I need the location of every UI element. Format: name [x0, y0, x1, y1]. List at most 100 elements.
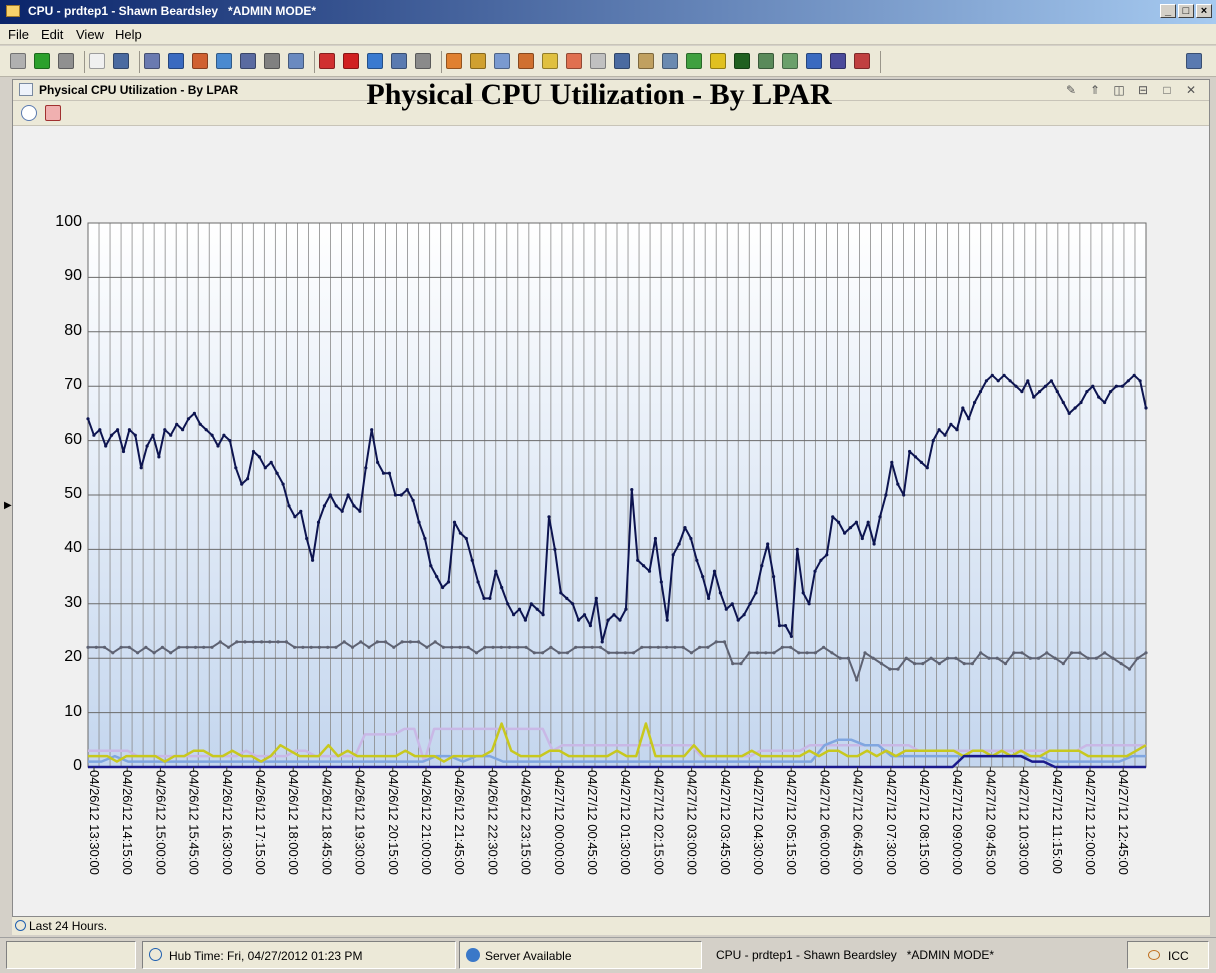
close-button[interactable]: ×: [1196, 4, 1212, 18]
close-icon[interactable]: ✕: [1185, 83, 1197, 97]
save-icon[interactable]: [113, 53, 129, 69]
toolbar-separator: [84, 51, 85, 73]
area-chart-icon[interactable]: [518, 53, 534, 69]
record-icon[interactable]: [343, 53, 359, 69]
gauge-icon[interactable]: [542, 53, 558, 69]
graph-icon[interactable]: [782, 53, 798, 69]
edit-icon[interactable]: [168, 53, 184, 69]
heatmap-icon[interactable]: [566, 53, 582, 69]
x-tick-label: 04/27/12 10:30:00: [1016, 770, 1032, 875]
restore-icon[interactable]: □: [1163, 83, 1171, 97]
event-icon[interactable]: [710, 53, 726, 69]
browser-icon[interactable]: [216, 53, 232, 69]
clock-icon: [149, 948, 162, 961]
pie-chart-icon[interactable]: [446, 53, 462, 69]
x-tick-label: 04/27/12 12:00:00: [1083, 770, 1098, 875]
bar-chart-icon[interactable]: [470, 53, 486, 69]
x-tick-label: 04/26/12 14:15:00: [120, 770, 136, 875]
x-tick-label: 04/27/12 06:00:00: [817, 770, 833, 875]
clock-icon: [15, 920, 26, 931]
chart-properties-icon[interactable]: [45, 105, 61, 121]
x-tick-label: 04/26/12 18:00:00: [286, 770, 302, 875]
split-horizontal-icon[interactable]: ⊟: [1137, 83, 1149, 97]
situation-icon[interactable]: [854, 53, 870, 69]
topology-icon[interactable]: [758, 53, 774, 69]
workspace-status-label: CPU - prdtep1 - Shawn Beardsley *ADMIN M…: [716, 948, 995, 962]
copy-icon[interactable]: [288, 53, 304, 69]
workspace-icon[interactable]: [1186, 53, 1202, 69]
folder-icon: [6, 5, 20, 17]
x-tick-label: 04/27/12 11:15:00: [1049, 770, 1065, 874]
status-blank: [6, 941, 136, 969]
y-tick-label: 60: [64, 430, 82, 448]
message-log-icon[interactable]: [638, 53, 654, 69]
user-label: ICC: [1168, 949, 1189, 963]
user-icon[interactable]: [240, 53, 256, 69]
menu-view[interactable]: View: [76, 27, 104, 42]
timespan-label[interactable]: Last 24 Hours.: [29, 919, 108, 933]
monitor-icon[interactable]: [830, 53, 846, 69]
y-tick-label: 100: [55, 213, 82, 230]
y-tick-label: 40: [64, 539, 82, 557]
image-icon[interactable]: [686, 53, 702, 69]
menu-edit[interactable]: Edit: [41, 27, 64, 42]
back-arrow-icon[interactable]: [34, 53, 50, 69]
home-icon[interactable]: [10, 53, 26, 69]
x-tick-label: 04/27/12 09:45:00: [983, 770, 999, 875]
y-tick-label: 50: [64, 485, 82, 502]
toolbar-separator: [314, 51, 315, 73]
menu-bar: File Edit View Help: [0, 24, 1216, 45]
forward-arrow-icon[interactable]: [58, 53, 74, 69]
status-bar: Hub Time: Fri, 04/27/2012 01:23 PM Serve…: [0, 937, 1216, 973]
user-icon: [1148, 950, 1160, 960]
refresh-icon[interactable]: [367, 53, 383, 69]
edit-situation-icon[interactable]: [662, 53, 678, 69]
x-tick-label: 04/26/12 19:30:00: [352, 770, 368, 875]
toolbar-separator: [139, 51, 140, 73]
panel-title: Physical CPU Utilization - By LPAR: [39, 83, 239, 97]
y-tick-label: 80: [64, 321, 82, 339]
plot-chart-icon[interactable]: [494, 53, 510, 69]
pause-icon[interactable]: [319, 53, 335, 69]
terminal-view-icon[interactable]: [734, 53, 750, 69]
x-tick-label: 04/26/12 17:15:00: [253, 770, 268, 875]
window-title: CPU - prdtep1 - Shawn Beardsley *ADMIN M…: [28, 4, 317, 18]
y-tick-label: 10: [64, 702, 82, 720]
properties-icon[interactable]: [144, 53, 160, 69]
x-tick-label: 04/26/12 16:30:00: [219, 770, 235, 875]
expand-left-icon[interactable]: ▶: [4, 500, 12, 511]
tree-icon[interactable]: [806, 53, 822, 69]
x-tick-label: 04/27/12 07:30:00: [883, 770, 899, 875]
x-tick-label: 04/26/12 15:45:00: [186, 770, 202, 875]
workspace-status: CPU - prdtep1 - Shawn Beardsley *ADMIN M…: [706, 941, 1122, 969]
plot-chart-icon: [19, 83, 33, 96]
table-view-icon[interactable]: [391, 53, 407, 69]
timespan-icon[interactable]: [21, 105, 37, 121]
timespan-status: Last 24 Hours.: [12, 917, 1210, 935]
edit-icon[interactable]: ✎: [1065, 83, 1077, 97]
new-workspace-icon[interactable]: [89, 53, 105, 69]
x-tick-label: 04/26/12 20:15:00: [385, 770, 401, 875]
split-vertical-icon[interactable]: ◫: [1113, 83, 1125, 97]
x-tick-label: 04/26/12 15:00:00: [153, 770, 169, 875]
y-tick-label: 0: [73, 757, 82, 774]
x-tick-label: 04/27/12 03:00:00: [684, 770, 700, 875]
notepad-icon[interactable]: [590, 53, 606, 69]
menu-help[interactable]: Help: [115, 27, 142, 42]
components-icon[interactable]: [192, 53, 208, 69]
table-icon[interactable]: [614, 53, 630, 69]
user-status[interactable]: ICC: [1127, 941, 1209, 969]
maximize-button[interactable]: □: [1178, 4, 1194, 18]
x-tick-label: 04/26/12 21:00:00: [419, 770, 434, 875]
minimize-button[interactable]: _: [1160, 4, 1176, 18]
terminal-icon[interactable]: [264, 53, 280, 69]
x-tick-label: 04/26/12 23:15:00: [518, 770, 534, 875]
x-tick-label: 04/27/12 04:30:00: [751, 770, 766, 875]
y-tick-label: 70: [64, 376, 82, 394]
x-tick-label: 04/27/12 02:15:00: [651, 770, 667, 875]
y-tick-label: 20: [64, 648, 82, 666]
mute-icon[interactable]: [415, 53, 431, 69]
maximize-panel-icon[interactable]: ⇑: [1089, 83, 1101, 97]
x-tick-label: 04/26/12 13:30:00: [87, 770, 102, 875]
menu-file[interactable]: File: [8, 27, 29, 42]
